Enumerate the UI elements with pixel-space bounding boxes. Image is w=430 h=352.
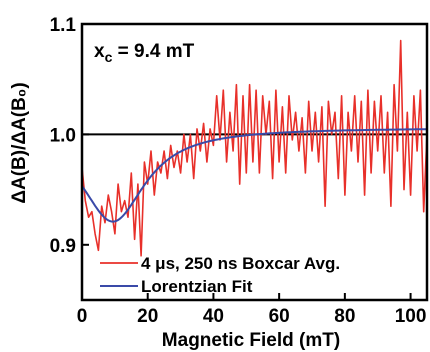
xc-annotation-symbol: x [94,41,105,62]
legend: 4 μs, 250 ns Boxcar Avg. Lorentzian Fit [100,254,340,296]
series-lorentzian-fit-line [81,128,427,223]
y-tick-label: 1.1 [50,15,77,36]
series-boxcar-avg-line [81,39,428,257]
y-tick-label: 0.9 [50,236,76,257]
x-tick-label: 80 [334,306,355,327]
x-tick-label: 100 [395,306,427,327]
legend-label-boxcar: 4 μs, 250 ns Boxcar Avg. [141,254,340,273]
y-axis-ticks: 0.9 1.0 1.1 [50,15,89,257]
xc-annotation-subscript: c [105,49,113,65]
xc-annotation: xc = 9.4 mT [94,41,195,65]
legend-label-fit: Lorentzian Fit [141,277,253,296]
x-tick-label: 60 [269,306,290,327]
y-tick-label: 1.0 [50,125,76,146]
x-tick-label: 40 [203,306,224,327]
plot-frame [80,22,429,302]
xc-annotation-value: = 9.4 mT [112,41,194,62]
plot-area [80,22,429,302]
y-axis-title: ΔA(B)/ΔA(B₀) [9,82,30,203]
x-axis-ticks: 0 20 40 60 80 100 [77,293,427,327]
x-tick-label: 20 [137,306,158,327]
x-tick-label: 0 [77,306,88,327]
x-axis-title: Magnetic Field (mT) [162,330,340,351]
